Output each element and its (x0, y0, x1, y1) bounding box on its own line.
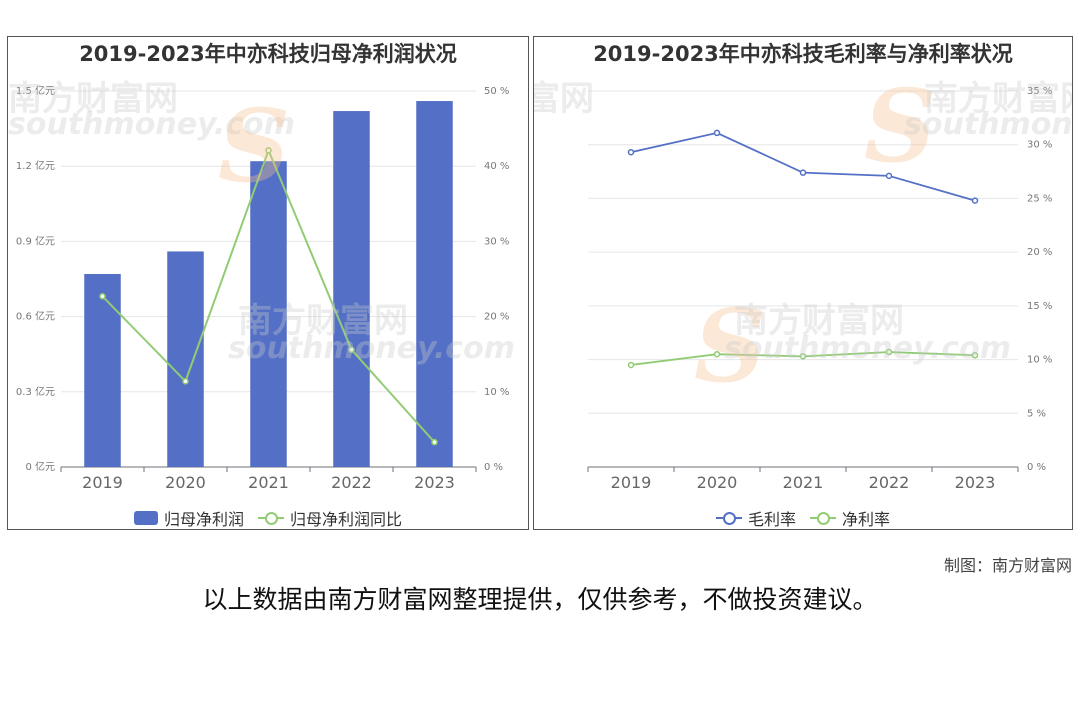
legend-item-gross-margin[interactable]: 毛利率 (715, 506, 796, 529)
bar (167, 251, 204, 467)
series-line-gross-margin (630, 131, 976, 202)
data-point (431, 438, 438, 446)
y-left-tick-label: 1.5 亿元 (16, 84, 55, 97)
data-point (99, 293, 106, 300)
data-point (799, 353, 807, 360)
chart-title: 2019-2023年中亦科技毛利率与净利率状况 (593, 42, 1013, 66)
bar (250, 161, 287, 467)
x-tick-label: 2023 (414, 473, 455, 492)
y-right-tick-label: 30 % (1027, 140, 1052, 151)
x-tick-label: 2022 (869, 473, 910, 492)
y-right-tick-label: 10 % (1027, 355, 1052, 366)
x-tick-label: 2023 (955, 473, 996, 492)
data-point (265, 147, 272, 154)
legend-item-net-margin[interactable]: 净利率 (810, 506, 891, 529)
x-tick-label: 2020 (697, 473, 738, 492)
net-profit-chart-panel: 南方财富网 southmoney.com S 南方财富网 southmoney.… (7, 36, 529, 530)
legend-label: 归母净利润 (163, 510, 244, 529)
data-point (713, 350, 721, 358)
x-tick-label: 2021 (783, 473, 824, 492)
y-left-tick-label: 0.3 亿元 (16, 385, 55, 398)
y-right-tick-label: 0 % (484, 462, 503, 473)
y-left-tick-label: 0 亿元 (25, 460, 55, 473)
legend-label: 净利率 (842, 510, 891, 529)
y-right-tick-label: 50 % (484, 86, 509, 97)
y-right-tick-label: 35 % (1027, 86, 1052, 97)
data-point (627, 361, 635, 369)
legend-swatch-line (258, 511, 284, 525)
data-point (182, 378, 189, 385)
data-point (627, 148, 635, 156)
data-point (713, 129, 721, 137)
legend-label: 毛利率 (747, 510, 796, 529)
y-left-tick-label: 1.2 亿元 (16, 159, 55, 172)
y-right-tick-label: 0 % (1027, 462, 1046, 473)
bar (84, 273, 121, 467)
x-tick-label: 2019 (611, 473, 652, 492)
data-point (885, 172, 893, 180)
x-tick-label: 2021 (248, 473, 289, 492)
legend-item-net-profit[interactable]: 归母净利润 (133, 506, 244, 529)
margin-chart-panel: 南方财富网 S 南方财富网 southmoney.com S 南方财富网 sou… (533, 36, 1073, 530)
data-point (971, 352, 979, 359)
data-point (885, 348, 893, 356)
y-right-tick-label: 5 % (1027, 408, 1046, 419)
disclaimer: 以上数据由南方财富网整理提供，仅供参考，不做投资建议。 (202, 585, 878, 614)
legend-swatch-line (810, 511, 836, 525)
legend-label: 归母净利润同比 (290, 510, 403, 529)
y-right-tick-label: 25 % (1027, 193, 1052, 204)
x-tick-label: 2020 (165, 473, 206, 492)
bar (333, 111, 370, 467)
data-point (971, 197, 979, 204)
net-profit-combo-chart: 0 亿元 0 % 0.3 亿元 10 % 0.6 亿元 20 % 0.9 亿元 30 % 1.2… (16, 84, 510, 492)
y-left-tick-label: 0.9 亿元 (16, 234, 55, 247)
y-right-tick-label: 15 % (1027, 301, 1052, 312)
x-tick-label: 2022 (331, 473, 372, 492)
bar (416, 101, 453, 467)
chart-legend: 毛利率 净利率 (534, 506, 1072, 529)
y-right-tick-label: 10 % (484, 387, 509, 398)
chart-legend: 归母净利润 归母净利润同比 (8, 506, 528, 529)
y-right-tick-label: 30 % (484, 236, 509, 247)
chart-title: 2019-2023年中亦科技归母净利润状况 (79, 42, 457, 66)
chart-credit: 制图：南方财富网 (943, 556, 1072, 575)
x-tick-label: 2019 (82, 473, 123, 492)
margin-line-chart: 0 % 5 % 10 % 15 % 20 % 25 % 30 % 35 % 2019 2020 20… (587, 86, 1052, 492)
data-point (348, 346, 355, 353)
legend-swatch-bar (133, 511, 158, 525)
data-point (799, 169, 807, 176)
legend-swatch-line (715, 511, 742, 525)
y-left-tick-label: 0.6 亿元 (16, 310, 55, 323)
y-right-tick-label: 20 % (484, 312, 509, 323)
y-right-tick-label: 20 % (1027, 247, 1052, 258)
y-right-tick-label: 40 % (484, 161, 509, 172)
legend-item-net-profit-yoy[interactable]: 归母净利润同比 (258, 506, 403, 529)
